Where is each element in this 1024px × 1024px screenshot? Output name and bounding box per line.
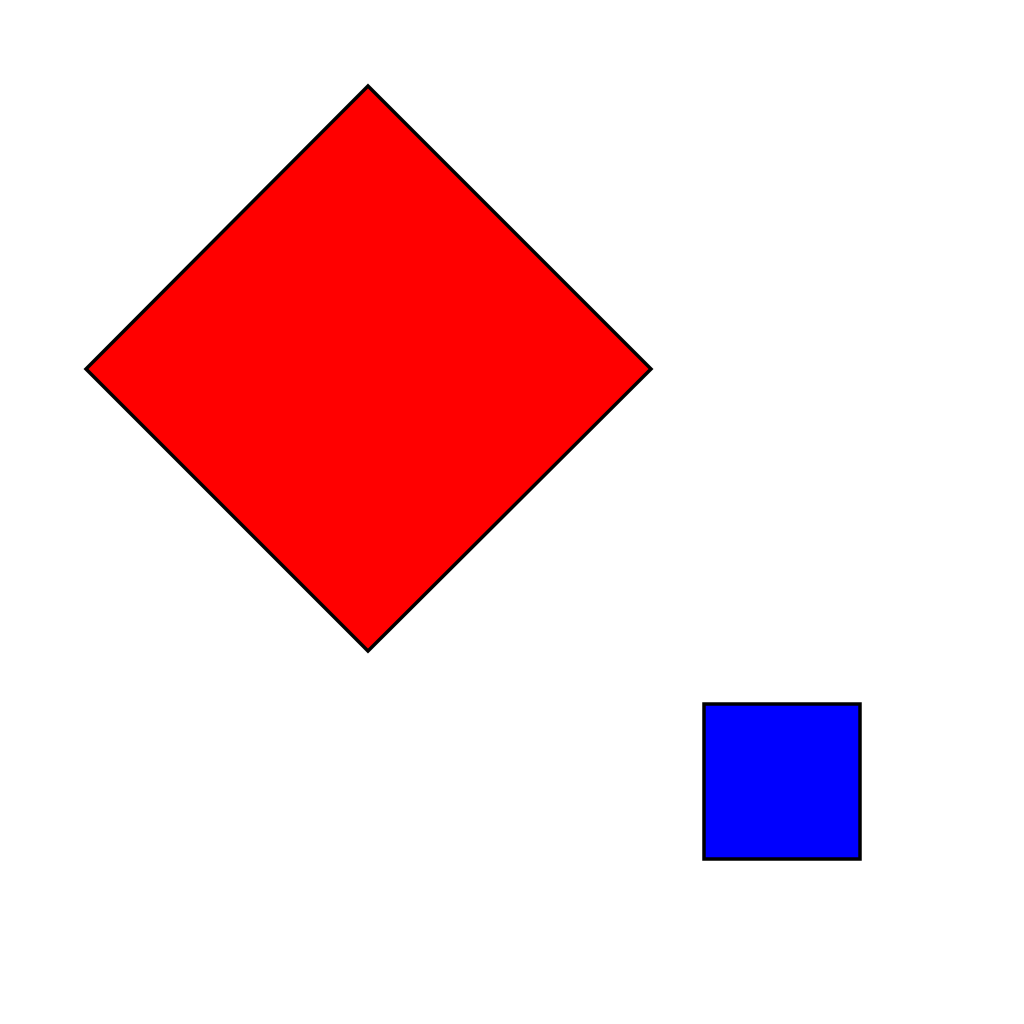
blue-square: [702, 702, 862, 861]
red-diamond: [83, 83, 654, 654]
